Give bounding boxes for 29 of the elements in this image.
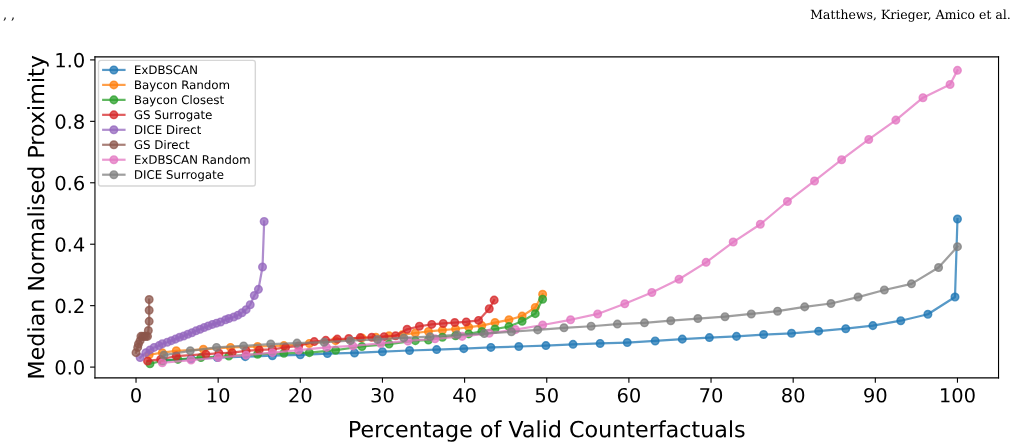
x-tick-label: 100 <box>941 387 975 403</box>
x-tick-label: 80 <box>782 387 805 403</box>
x-tick-label: 0 <box>131 387 141 403</box>
x-tick-label: 90 <box>864 387 887 403</box>
legend-label: GS Surrogate <box>134 110 212 122</box>
x-tick-label: 50 <box>535 387 558 403</box>
legend-label: ExDBSCAN Random <box>135 154 250 165</box>
legend-label: DICE Surrogate <box>135 170 224 182</box>
y-tick-label: 1.0 <box>56 52 84 68</box>
y-tick-label: 0.2 <box>55 298 84 314</box>
x-tick-label: 70 <box>700 387 723 403</box>
y-tick-label: 0.6 <box>55 175 85 191</box>
legend-label: GS Direct <box>134 139 190 150</box>
x-tick-label: 40 <box>453 387 476 403</box>
x-tick-label: 60 <box>617 387 640 403</box>
legend-label: Baycon Closest <box>135 95 224 107</box>
legend-label: Baycon Random <box>135 80 230 92</box>
x-tick-label: 10 <box>207 387 230 403</box>
x-axis-title: Percentage of Valid Counterfactuals <box>350 420 745 442</box>
text: , , <box>3 17 14 21</box>
legend-label: ExDBSCAN <box>135 65 197 75</box>
text: Matthews, Krieger, Amico et al. <box>810 9 1010 22</box>
x-tick-label: 30 <box>371 387 394 403</box>
y-tick-label: 0.0 <box>55 360 84 375</box>
y-tick-label: 0.8 <box>55 114 84 130</box>
y-tick-label: 0.4 <box>55 237 85 252</box>
x-tick-label: 20 <box>289 387 312 403</box>
y-axis-title: Median Normalised Proximity <box>27 55 49 378</box>
legend-label: DICE Direct <box>135 124 201 135</box>
